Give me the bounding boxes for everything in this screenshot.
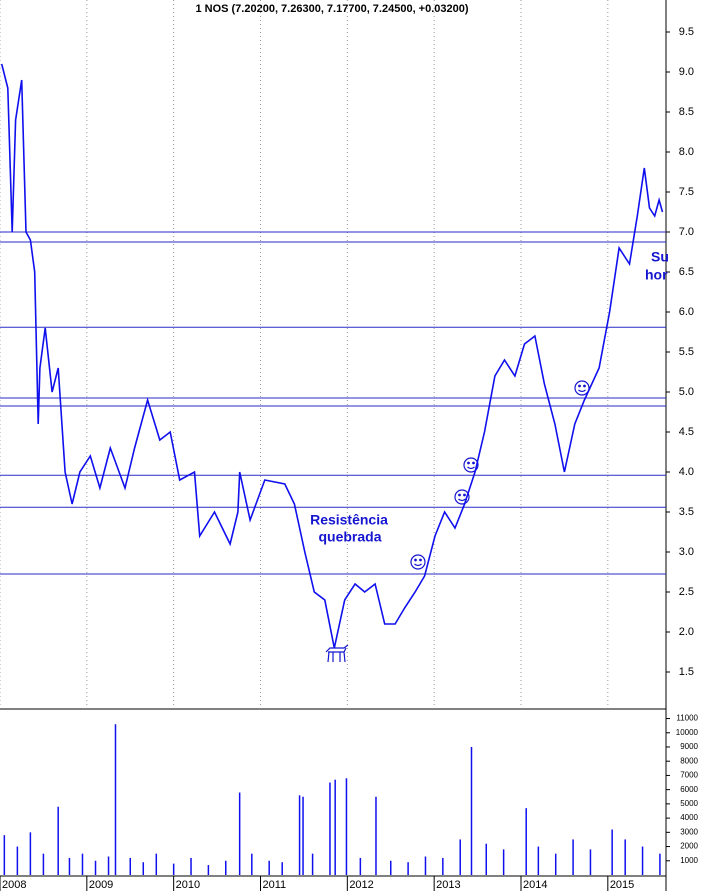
y-tick-label: 11000 [676, 714, 698, 723]
price-line [0, 63, 664, 649]
y-tick-label: 3.5 [679, 506, 694, 518]
x-tick-label: 2010 [176, 879, 200, 891]
x-tick-label: 2008 [2, 879, 26, 891]
y-tick-label: 1.5 [679, 666, 694, 678]
y-tick-label: 9.5 [679, 26, 694, 38]
volume-bar [572, 839, 574, 875]
y-tick-label: 6.5 [679, 266, 694, 278]
volume-bar [589, 849, 592, 875]
volume-bar [502, 849, 505, 875]
volume-bar [16, 846, 19, 875]
y-tick-label: 2000 [680, 842, 698, 851]
volume-bar [238, 792, 241, 875]
x-tick-label: 2009 [89, 879, 113, 891]
y-tick-label: 3.0 [679, 546, 694, 558]
x-tick-label: 2011 [262, 879, 286, 891]
y-tick-label: 4.0 [679, 466, 694, 478]
volume-bar [68, 857, 71, 875]
y-tick-label: 8.5 [679, 106, 694, 118]
x-tick-label: 2014 [523, 879, 547, 891]
y-tick-label: 9.0 [679, 66, 694, 78]
volume-bar [311, 853, 314, 875]
volume-bar [659, 853, 661, 875]
volume-bar [407, 862, 409, 875]
volume-bar [554, 853, 557, 875]
volume-bar [525, 808, 527, 875]
y-tick-label: 3000 [680, 827, 698, 836]
y-tick-label: 4000 [680, 813, 698, 822]
volume-bar [281, 862, 283, 875]
volume-bar [94, 860, 97, 875]
y-tick-label: 5.5 [679, 346, 694, 358]
volume-bar [172, 863, 175, 875]
x-tick-label: 2013 [436, 879, 460, 891]
volume-bar [3, 835, 6, 875]
volume-bar [624, 839, 626, 875]
y-tick-label: 8000 [680, 756, 698, 765]
volume-bar [129, 857, 131, 875]
volume-bar [251, 853, 253, 875]
smileys [325, 380, 590, 663]
y-tick-label: 5000 [680, 799, 698, 808]
y-tick-label: 7.0 [679, 226, 694, 238]
volume-bar [225, 860, 227, 875]
volume-bar [485, 843, 488, 875]
chart-title: 1 NOS (7.20200, 7.26300, 7.17700, 7.2450… [195, 3, 468, 15]
volume-bar [329, 782, 331, 875]
volume-bar [81, 853, 84, 875]
volume-bar [459, 839, 461, 875]
volume-bar [57, 806, 59, 875]
volume-bar [641, 846, 644, 875]
volume-bar [114, 724, 117, 875]
y-tick-label: 5.0 [679, 386, 694, 398]
volume-bar [268, 860, 270, 875]
volume-bar [375, 796, 377, 875]
volume-bar [155, 853, 158, 875]
volume-bar [302, 796, 304, 875]
volume-bar [207, 865, 210, 875]
y-tick-label: 4.5 [679, 426, 694, 438]
x-tick-label: 2012 [349, 879, 373, 891]
volume-bar [345, 778, 348, 875]
y-tick-label: 8.0 [679, 146, 694, 158]
y-tick-label: 6.0 [679, 306, 694, 318]
volume-bar [389, 860, 392, 875]
annotation: Resistência [310, 512, 388, 528]
volume-bar [537, 846, 540, 875]
volume-bar [442, 857, 444, 875]
volume-bar [190, 857, 192, 875]
volume-bar [107, 856, 110, 875]
y-tick-label: 9000 [680, 742, 698, 751]
volume-bar [611, 829, 613, 875]
volume-bar [142, 862, 145, 875]
y-tick-label: 7000 [680, 771, 698, 780]
annotation: Su [651, 249, 669, 265]
y-tick-label: 6000 [680, 785, 698, 794]
volume-bar [470, 746, 473, 875]
volume-bar [298, 795, 301, 875]
x-tick-label: 2015 [610, 879, 634, 891]
y-tick-label: 2.5 [679, 586, 694, 598]
volume-bar [424, 856, 427, 875]
volume-bar [42, 853, 45, 875]
y-tick-label: 2.0 [679, 626, 694, 638]
y-tick-label: 10000 [676, 728, 699, 737]
annotation: quebrada [318, 529, 381, 545]
y-tick-label: 7.5 [679, 186, 694, 198]
y-tick-label: 1000 [680, 856, 698, 865]
annotation: hor [645, 267, 668, 283]
volume-bar [334, 779, 336, 875]
volume-bar [29, 832, 32, 875]
volume-bar [359, 857, 362, 875]
